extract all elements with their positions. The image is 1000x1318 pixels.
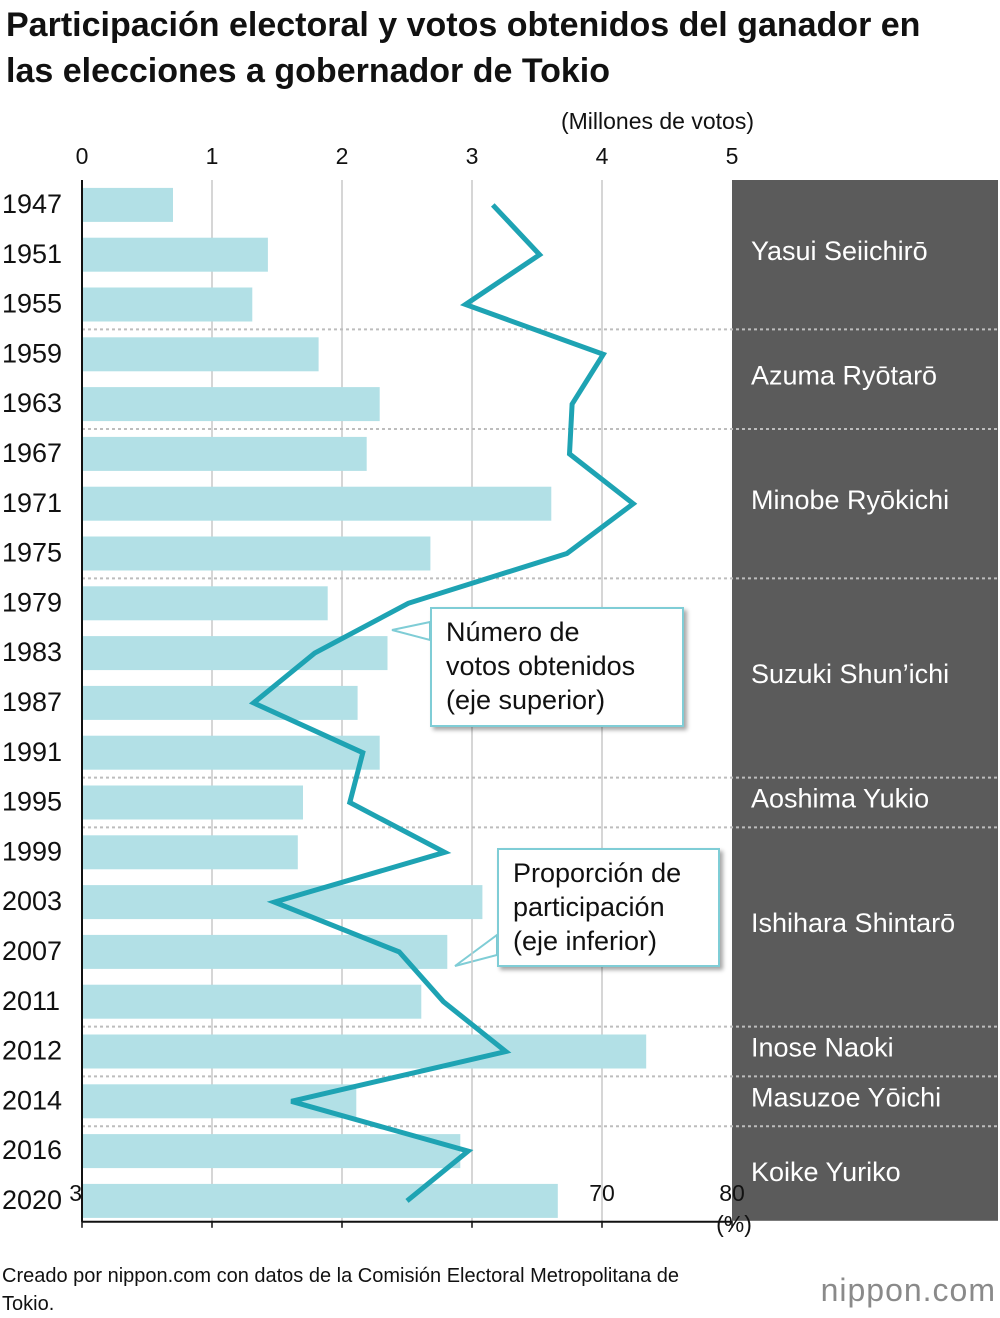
y-tick-label: 1995: [2, 787, 62, 817]
y-tick-label: 1955: [2, 289, 62, 319]
governor-name: Ishihara Shintarō: [751, 908, 955, 938]
bar: [82, 486, 552, 521]
governor-name: Masuzoe Yōichi: [751, 1082, 941, 1112]
bar: [82, 934, 448, 969]
y-tick-label: 2007: [2, 936, 62, 966]
source-note: Creado por nippon.com con datos de la Co…: [2, 1265, 680, 1315]
y-tick-label: 1971: [2, 488, 62, 518]
y-tick-label: 2014: [2, 1085, 62, 1115]
governor-name: Minobe Ryōkichi: [751, 485, 949, 515]
y-tick-label: 1987: [2, 687, 62, 717]
callout-pointer: [454, 933, 498, 967]
governor-name: Aoshima Yukio: [751, 784, 929, 814]
logo: nippon.com: [820, 1272, 996, 1308]
x2-axis-label: (Millones de votos): [561, 108, 754, 134]
governor-name: Suzuki Shun’ichi: [751, 659, 949, 689]
x-tick-label: 70: [589, 1180, 615, 1206]
bar: [82, 187, 173, 222]
x2-tick-label: 5: [726, 143, 739, 169]
governor-name: Yasui Seiichirō: [751, 236, 928, 266]
y-tick-label: 1983: [2, 637, 62, 667]
bar: [82, 586, 328, 621]
line: [248, 203, 638, 1203]
bar: [82, 735, 380, 770]
y-tick-label: 1967: [2, 438, 62, 468]
x2-tick-label: 3: [466, 143, 479, 169]
y-tick-label: 1951: [2, 239, 62, 269]
bar: [82, 1134, 461, 1169]
y-tick-label: 1979: [2, 587, 62, 617]
x2-tick-label: 4: [596, 143, 609, 169]
bar: [82, 1183, 558, 1218]
governor-name: Azuma Ryōtarō: [751, 360, 937, 390]
governor-name: Inose Naoki: [751, 1033, 894, 1063]
bar: [82, 1034, 647, 1069]
bar: [82, 237, 268, 272]
y-tick-label: 1999: [2, 836, 62, 866]
x-tick-label: 80: [719, 1180, 745, 1206]
bar: [82, 785, 303, 820]
bar: [82, 387, 380, 422]
bar: [82, 436, 367, 471]
bar: [82, 1084, 357, 1119]
legend-line: Proporción de participación (eje inferio…: [497, 848, 720, 967]
legend-bar: Número de votos obtenidos (eje superior): [430, 607, 684, 727]
governor-name: Koike Yuriko: [751, 1157, 901, 1187]
bar: [82, 337, 319, 372]
y-tick-label: 2012: [2, 1036, 62, 1066]
y-tick-label: 1991: [2, 737, 62, 767]
bar: [82, 685, 358, 720]
y-tick-label: 2016: [2, 1135, 62, 1165]
y-tick-label: 2020: [2, 1185, 62, 1215]
chart-title: Participación electoral y votos obtenido…: [6, 6, 921, 90]
y-tick-label: 1947: [2, 189, 62, 219]
governor-panel: [732, 180, 998, 1221]
bar: [82, 835, 298, 870]
callout-pointer: [391, 620, 431, 642]
y-tick-label: 1963: [2, 388, 62, 418]
bar: [82, 984, 422, 1019]
x2-tick-label: 2: [336, 143, 349, 169]
x-axis-label: (%): [716, 1211, 752, 1237]
y-tick-label: 2003: [2, 886, 62, 916]
bar: [82, 536, 431, 571]
x2-tick-label: 0: [76, 143, 89, 169]
bar: [82, 287, 253, 322]
y-tick-label: 1975: [2, 538, 62, 568]
y-tick-label: 2011: [2, 986, 60, 1016]
y-tick-label: 1959: [2, 338, 62, 368]
x2-tick-label: 1: [206, 143, 219, 169]
